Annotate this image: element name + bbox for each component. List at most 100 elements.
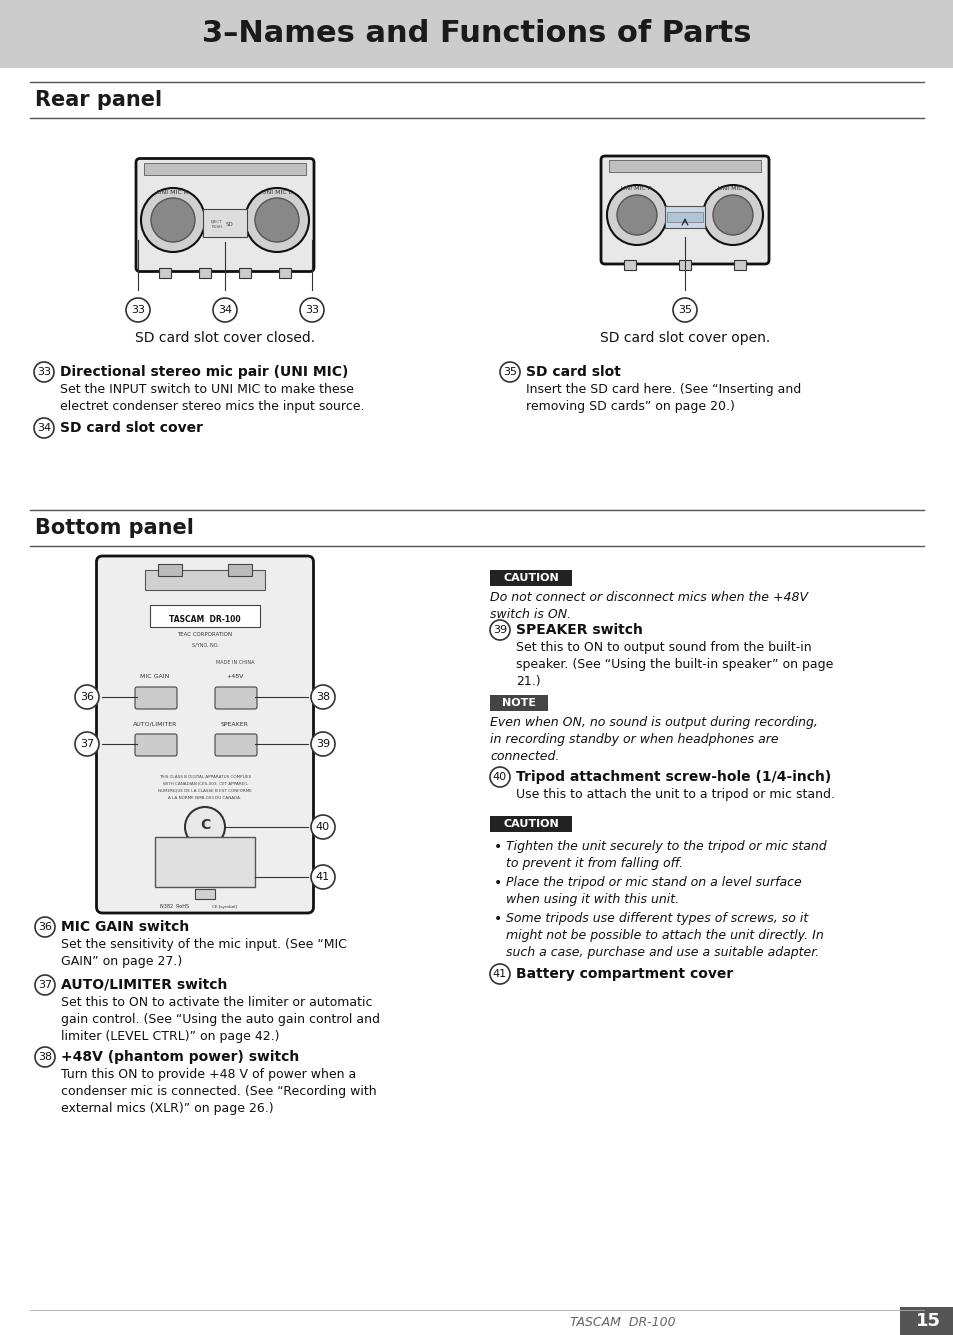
FancyBboxPatch shape [96, 555, 314, 913]
Text: AUTO/LIMITER switch: AUTO/LIMITER switch [61, 979, 227, 992]
Text: Place the tripod or mic stand on a level surface
when using it with this unit.: Place the tripod or mic stand on a level… [505, 876, 801, 906]
Text: •: • [494, 876, 501, 890]
Bar [490, 816, 572, 832]
Bar [733, 260, 745, 270]
Text: 38: 38 [315, 692, 330, 702]
Circle shape [702, 186, 762, 246]
Circle shape [672, 298, 697, 322]
Text: EJECT: EJECT [211, 220, 223, 224]
Bar [203, 210, 247, 238]
Bar [490, 696, 547, 712]
Circle shape [490, 768, 510, 788]
Circle shape [35, 975, 55, 995]
Text: Insert the SD card here. (See “Inserting and
removing SD cards” on page 20.): Insert the SD card here. (See “Inserting… [525, 383, 801, 413]
Text: 36: 36 [80, 692, 94, 702]
Text: •: • [494, 840, 501, 854]
Circle shape [490, 964, 510, 984]
Bar [623, 260, 636, 270]
Text: WITH CANADIAN ICES-003. CET APPAREIL: WITH CANADIAN ICES-003. CET APPAREIL [162, 782, 247, 786]
Text: 38: 38 [38, 1052, 52, 1063]
Text: SD card slot cover closed.: SD card slot cover closed. [134, 331, 314, 344]
Text: TASCAM  DR-100: TASCAM DR-100 [569, 1316, 675, 1330]
Text: 34: 34 [37, 423, 51, 433]
Text: N382  RoHS: N382 RoHS [160, 905, 190, 909]
Circle shape [151, 198, 194, 242]
Text: SD card slot: SD card slot [525, 364, 620, 379]
Text: MADE IN CHINA: MADE IN CHINA [215, 659, 254, 665]
FancyBboxPatch shape [214, 734, 256, 756]
Text: NUMERIQUE DE LA CLASSE B EST CONFORME: NUMERIQUE DE LA CLASSE B EST CONFORME [158, 789, 252, 793]
Text: 33: 33 [37, 367, 51, 376]
Text: SD card slot cover: SD card slot cover [60, 421, 203, 435]
Bar [490, 570, 572, 586]
Circle shape [311, 685, 335, 709]
Text: +48V (phantom power) switch: +48V (phantom power) switch [61, 1051, 299, 1064]
Circle shape [617, 195, 657, 235]
Circle shape [141, 188, 205, 252]
FancyBboxPatch shape [600, 156, 768, 264]
Circle shape [311, 732, 335, 756]
Text: MIC GAIN switch: MIC GAIN switch [61, 920, 189, 934]
Circle shape [34, 418, 54, 438]
Bar [899, 1307, 953, 1335]
Bar [664, 206, 704, 228]
Text: 39: 39 [493, 625, 507, 635]
Text: Set the INPUT switch to UNI MIC to make these
electret condenser stereo mics the: Set the INPUT switch to UNI MIC to make … [60, 383, 364, 413]
Text: 37: 37 [80, 740, 94, 749]
Bar [154, 837, 254, 886]
Text: CE [symbol]: CE [symbol] [213, 905, 237, 909]
Text: SPEAKER switch: SPEAKER switch [516, 623, 642, 637]
Circle shape [34, 362, 54, 382]
Text: 40: 40 [493, 772, 507, 782]
Bar [0, 0, 953, 68]
Text: 15: 15 [915, 1312, 940, 1330]
FancyBboxPatch shape [135, 734, 177, 756]
Text: 37: 37 [38, 980, 52, 991]
Circle shape [712, 195, 752, 235]
Text: Tripod attachment screw-hole (1/4-inch): Tripod attachment screw-hole (1/4-inch) [516, 770, 830, 784]
Text: SD card slot cover open.: SD card slot cover open. [599, 331, 769, 344]
Circle shape [185, 806, 225, 846]
Text: Set the sensitivity of the mic input. (See “MIC
GAIN” on page 27.): Set the sensitivity of the mic input. (S… [61, 939, 347, 968]
Text: Set this to ON to activate the limiter or automatic
gain control. (See “Using th: Set this to ON to activate the limiter o… [61, 996, 379, 1043]
Text: S/YNO. NO.: S/YNO. NO. [192, 642, 218, 647]
Text: 36: 36 [38, 922, 52, 932]
Text: 33: 33 [131, 304, 145, 315]
Bar [278, 267, 291, 278]
Circle shape [490, 619, 510, 639]
Text: Rear panel: Rear panel [35, 89, 162, 109]
FancyBboxPatch shape [135, 688, 177, 709]
FancyBboxPatch shape [214, 688, 256, 709]
Bar [239, 267, 251, 278]
Bar [194, 889, 214, 898]
Circle shape [499, 362, 519, 382]
Text: Do not connect or disconnect mics when the +48V
switch is ON.: Do not connect or disconnect mics when t… [490, 591, 807, 621]
Text: MIC GAIN: MIC GAIN [140, 674, 170, 680]
Circle shape [606, 186, 666, 246]
Text: Bottom panel: Bottom panel [35, 518, 193, 538]
Text: 33: 33 [305, 304, 318, 315]
Bar [150, 605, 260, 627]
Circle shape [126, 298, 150, 322]
Text: 34: 34 [217, 304, 232, 315]
Text: 40: 40 [315, 822, 330, 832]
Text: PUSH: PUSH [212, 226, 222, 230]
Text: Use this to attach the unit to a tripod or mic stand.: Use this to attach the unit to a tripod … [516, 788, 834, 801]
Text: Tighten the unit securely to the tripod or mic stand
to prevent it from falling : Tighten the unit securely to the tripod … [505, 840, 825, 870]
Text: UNI MIC R: UNI MIC R [157, 191, 189, 195]
Circle shape [254, 198, 298, 242]
Text: 35: 35 [502, 367, 517, 376]
Text: C: C [200, 818, 210, 832]
Text: THIS CLASS B DIGITAL APPARATUS COMPLIES: THIS CLASS B DIGITAL APPARATUS COMPLIES [159, 776, 251, 780]
Text: •: • [494, 912, 501, 926]
Circle shape [311, 814, 335, 838]
Text: Turn this ON to provide +48 V of power when a
condenser mic is connected. (See “: Turn this ON to provide +48 V of power w… [61, 1068, 376, 1115]
Bar [199, 267, 211, 278]
Text: A LA NORME NMB-003 DU CANADA.: A LA NORME NMB-003 DU CANADA. [169, 796, 241, 800]
Text: 41: 41 [493, 969, 507, 979]
Bar [608, 160, 760, 172]
Text: UNI MIC L: UNI MIC L [717, 186, 747, 191]
Bar [666, 212, 702, 222]
Text: UNI MIC R: UNI MIC R [620, 186, 652, 191]
Text: 3–Names and Functions of Parts: 3–Names and Functions of Parts [202, 20, 751, 48]
